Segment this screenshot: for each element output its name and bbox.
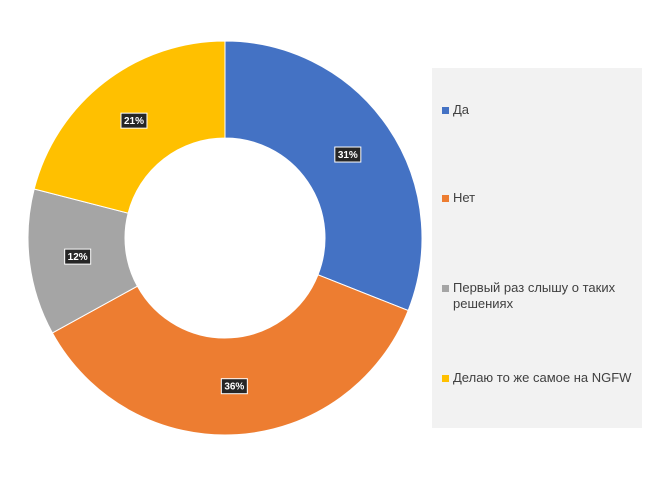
data-labels-layer: 31% 36% 12% 21% [64,112,362,395]
legend-item-da: Да [442,102,638,118]
data-label-first-time: 12% [64,248,92,265]
data-label-da: 31% [334,146,362,163]
data-label-bg-da [334,146,362,163]
legend-swatch-net [442,195,449,202]
legend: Да Нет Первый раз слышу о таких решениях… [432,68,642,428]
data-label-text-ngfw: 21% [124,116,144,127]
data-label-text-da: 31% [338,150,358,161]
legend-label-net: Нет [453,190,476,205]
legend-label-ngfw: Делаю то же самое на NGFW [453,370,632,385]
slice-da [224,40,423,312]
data-label-text-net: 36% [224,382,244,393]
legend-label-da: Да [453,102,470,117]
data-label-bg-net [220,378,248,395]
legend-item-first-time: Первый раз слышу о таких решениях [442,280,638,312]
legend-item-ngfw: Делаю то же самое на NGFW [442,370,638,386]
legend-swatch-first-time [442,285,449,292]
data-label-bg-first-time [64,248,92,265]
data-label-ngfw: 21% [120,112,148,129]
data-label-net: 36% [220,378,248,395]
legend-label-first-time: Первый раз слышу о таких решениях [453,280,616,311]
slices-layer [27,40,423,436]
data-label-bg-ngfw [120,112,148,129]
legend-item-net: Нет [442,190,638,206]
legend-swatch-ngfw [442,375,449,382]
data-label-text-first-time: 12% [68,252,88,263]
legend-swatch-da [442,107,449,114]
slice-net [51,274,409,436]
